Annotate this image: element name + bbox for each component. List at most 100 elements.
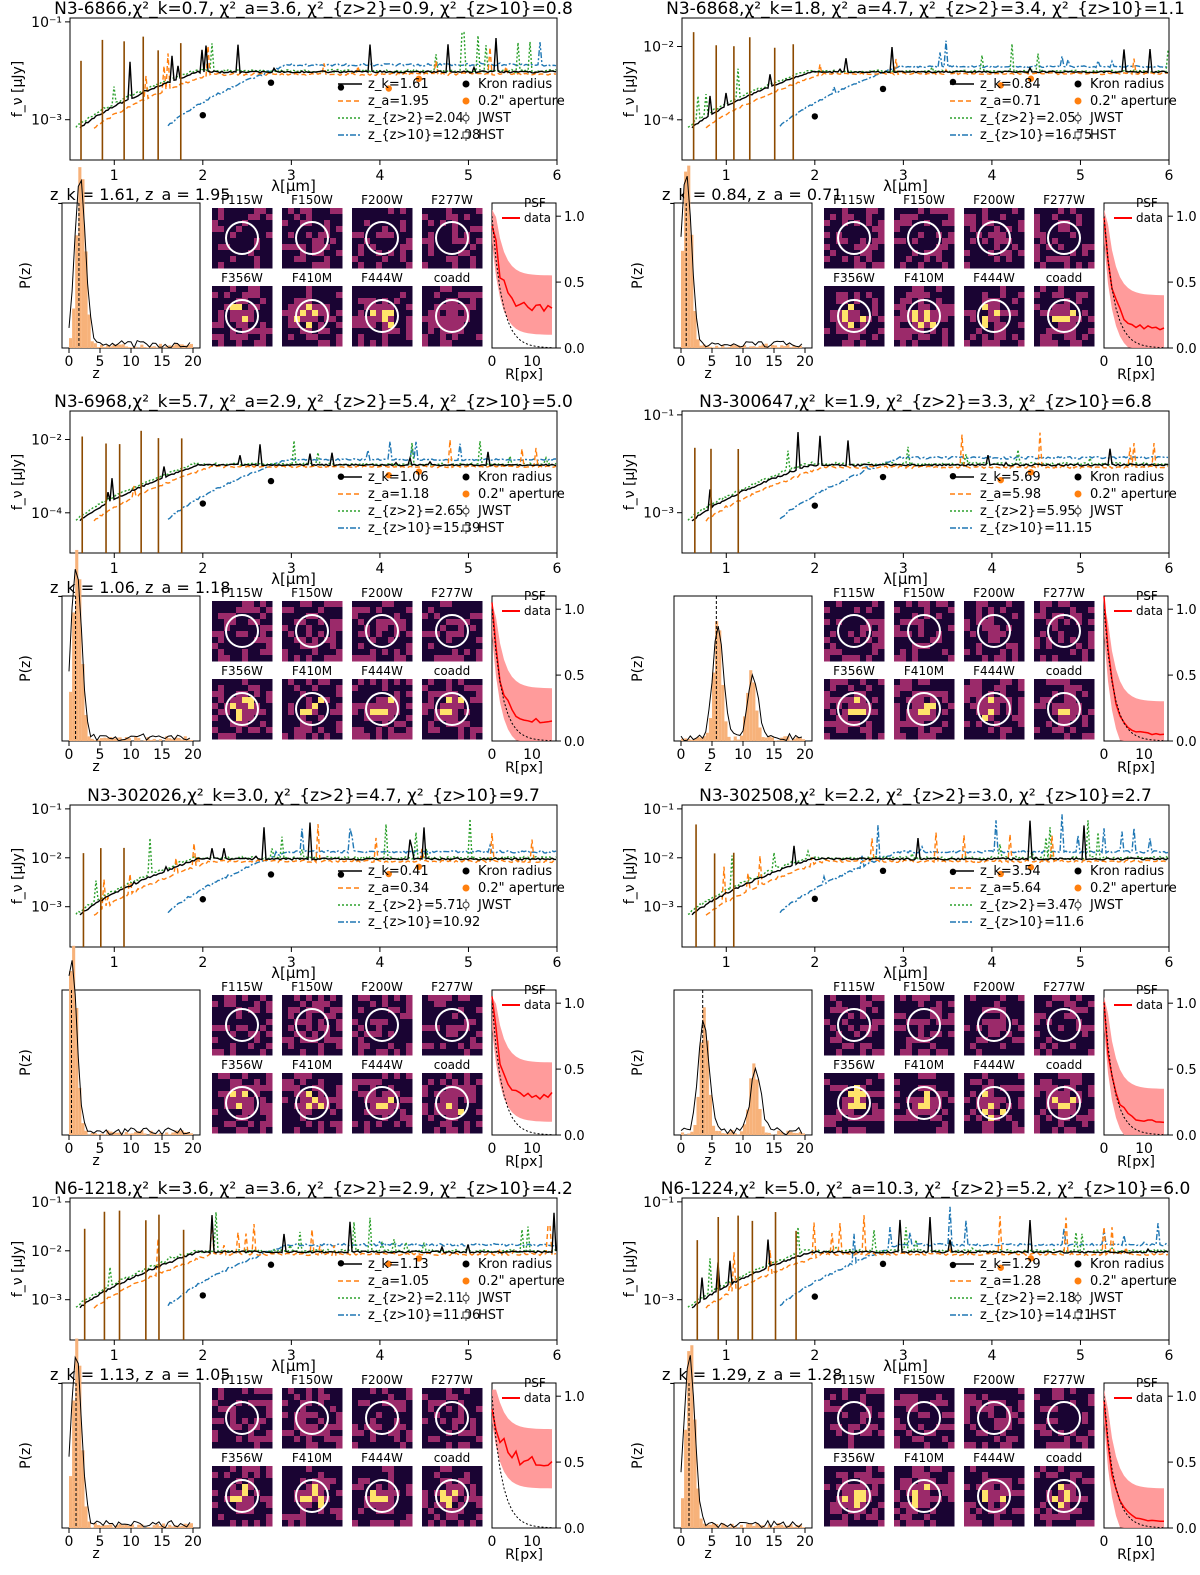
stamp-pixel: [212, 316, 219, 323]
stamp-pixel: [324, 607, 331, 614]
stamp-pixel: [306, 214, 313, 221]
stamp-pixel: [400, 637, 407, 644]
stamp-pixel: [942, 649, 949, 656]
data-point: [879, 867, 887, 875]
stamp-pixel: [1012, 244, 1019, 251]
stamp-pixel: [300, 208, 307, 215]
stamp-pixel: [212, 292, 219, 299]
stamp-pixel: [446, 244, 453, 251]
stamp-pixel: [282, 340, 289, 347]
stamp-pixel: [476, 1001, 483, 1008]
stamp-pixel: [294, 625, 301, 632]
stamp-pixel: [388, 703, 395, 710]
stamp-pixel: [236, 649, 243, 656]
stamp-pixel: [394, 328, 401, 335]
stamp-pixel: [330, 1115, 337, 1122]
stamp-pixel: [230, 733, 237, 740]
stamp-pixel: [300, 619, 307, 626]
pz-tick-label: 5: [96, 1141, 105, 1157]
stamp-pixel: [1052, 733, 1059, 740]
stamp-pixel: [1040, 286, 1047, 293]
pz-bar: [770, 345, 774, 348]
stamp-pixel: [824, 607, 831, 614]
stamp-pixel: [836, 1013, 843, 1020]
stamp-pixel: [446, 613, 453, 620]
stamp-pixel: [440, 691, 447, 698]
stamp-pixel: [266, 607, 273, 614]
stamp-pixel: [370, 691, 377, 698]
stamp-pixel: [458, 1007, 465, 1014]
stamp-pixel: [282, 232, 289, 239]
stamp-pixel: [1082, 649, 1089, 656]
pz-bar: [127, 347, 131, 348]
stamp-pixel: [318, 1049, 325, 1056]
stamp-pixel: [260, 1019, 267, 1026]
stamp-pixel: [988, 649, 995, 656]
stamp-pixel: [330, 1121, 337, 1128]
stamp-pixel: [242, 607, 249, 614]
panel-N3-302508: N3-302508,χ²_k=2.2, χ²_{z>2}=3.0, χ²_{z>…: [622, 786, 1197, 1170]
stamp-pixel: [1052, 619, 1059, 626]
stamp-pixel: [1012, 226, 1019, 233]
profile-ytick-label: 0.5: [1176, 276, 1197, 291]
stamp-pixel: [936, 655, 943, 662]
stamp-pixel: [470, 631, 477, 638]
stamp-pixel: [836, 232, 843, 239]
stamp-pixel: [376, 1085, 383, 1092]
stamp-pixel: [446, 1007, 453, 1014]
stamp-pixel: [970, 637, 977, 644]
stamp-pixel: [422, 262, 429, 269]
stamp-pixel: [330, 1025, 337, 1032]
stamp-pixel: [842, 226, 849, 233]
stamp-pixel: [860, 334, 867, 341]
stamp-pixel: [1006, 727, 1013, 734]
pz-bar: [69, 338, 73, 348]
stamp-pixel: [470, 703, 477, 710]
pz-tick-label: 20: [796, 354, 814, 370]
stamp-pixel: [866, 601, 873, 608]
stamp-pixel: [212, 1127, 219, 1134]
stamp-pixel: [830, 304, 837, 311]
stamp-pixel: [400, 244, 407, 251]
stamp-pixel: [358, 214, 365, 221]
stamp-pixel: [476, 1019, 483, 1026]
stamp-pixel: [458, 649, 465, 656]
stamp-pixel: [324, 298, 331, 305]
stamp-pixel: [924, 334, 931, 341]
pz-step-line: [68, 960, 191, 1136]
stamp-pixel: [848, 607, 855, 614]
legend-series-label: z_a=0.34: [368, 881, 429, 896]
stamp-pixel: [324, 637, 331, 644]
stamp-pixel: [830, 631, 837, 638]
stamp-pixel: [894, 649, 901, 656]
stamp-pixel: [324, 226, 331, 233]
stamp-pixel: [434, 298, 441, 305]
stamp-pixel: [906, 607, 913, 614]
stamp-pixel: [942, 298, 949, 305]
stamp-pixel: [930, 340, 937, 347]
stamp-pixel: [352, 298, 359, 305]
stamp-pixel: [848, 310, 855, 317]
stamp-pixel: [866, 607, 873, 614]
stamp-pixel: [370, 679, 377, 686]
stamp-pixel: [866, 691, 873, 698]
stamp-pixel: [306, 1025, 313, 1032]
stamp-pixel: [906, 1049, 913, 1056]
stamp-pixel: [476, 1043, 483, 1050]
panel-N3-6866: N3-6866,χ²_k=0.7, χ²_a=3.6, χ²_{z>2}=0.9…: [10, 0, 585, 383]
stamp-pixel: [406, 1097, 413, 1104]
stamp-pixel: [236, 995, 243, 1002]
stamp-pixel: [318, 232, 325, 239]
aperture-circle: [435, 1086, 469, 1120]
stamp-pixel: [860, 214, 867, 221]
stamp-pixel: [1082, 250, 1089, 257]
stamp-pixel: [1064, 709, 1071, 716]
stamp-pixel: [894, 1001, 901, 1008]
stamp-pixel: [388, 238, 395, 245]
stamp-pixel: [260, 691, 267, 698]
stamp-pixel: [352, 232, 359, 239]
stamp-pixel: [370, 1049, 377, 1056]
stamp-pixel: [924, 226, 931, 233]
stamp-pixel: [866, 697, 873, 704]
stamp-pixel: [900, 304, 907, 311]
